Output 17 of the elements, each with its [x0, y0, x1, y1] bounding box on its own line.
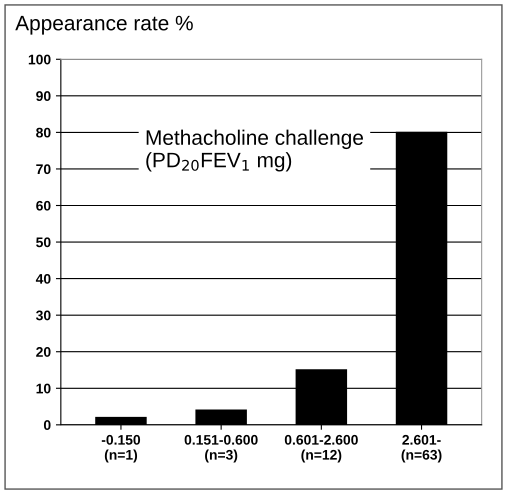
- y-tick-label: 10: [36, 384, 51, 394]
- y-tick-label: 80: [36, 128, 51, 138]
- y-tick-label: 100: [28, 54, 51, 64]
- y-tick-label: 30: [36, 310, 51, 320]
- y-axis-title: Appearance rate %: [15, 16, 193, 35]
- y-tick-label: 70: [36, 164, 51, 174]
- x-tick-label: 2.601- (n=63): [402, 434, 442, 462]
- x-tick-label: 0.151-0.600 (n=3): [184, 434, 258, 462]
- y-tick-label: 50: [36, 237, 51, 248]
- y-tick-label: 20: [36, 347, 51, 357]
- y-tick-label: 40: [36, 274, 51, 284]
- y-tick-label: 90: [36, 91, 51, 102]
- y-tick-label: 0: [44, 420, 51, 430]
- annotation: Methacholine challenge (PD$_{20}$FEV$_{1}$ mg): [146, 130, 363, 172]
- x-tick-label: 0.601-2.600 (n=12): [284, 434, 358, 462]
- y-tick-label: 60: [36, 200, 51, 211]
- x-tick-label: -0.150 (n=1): [102, 434, 140, 462]
